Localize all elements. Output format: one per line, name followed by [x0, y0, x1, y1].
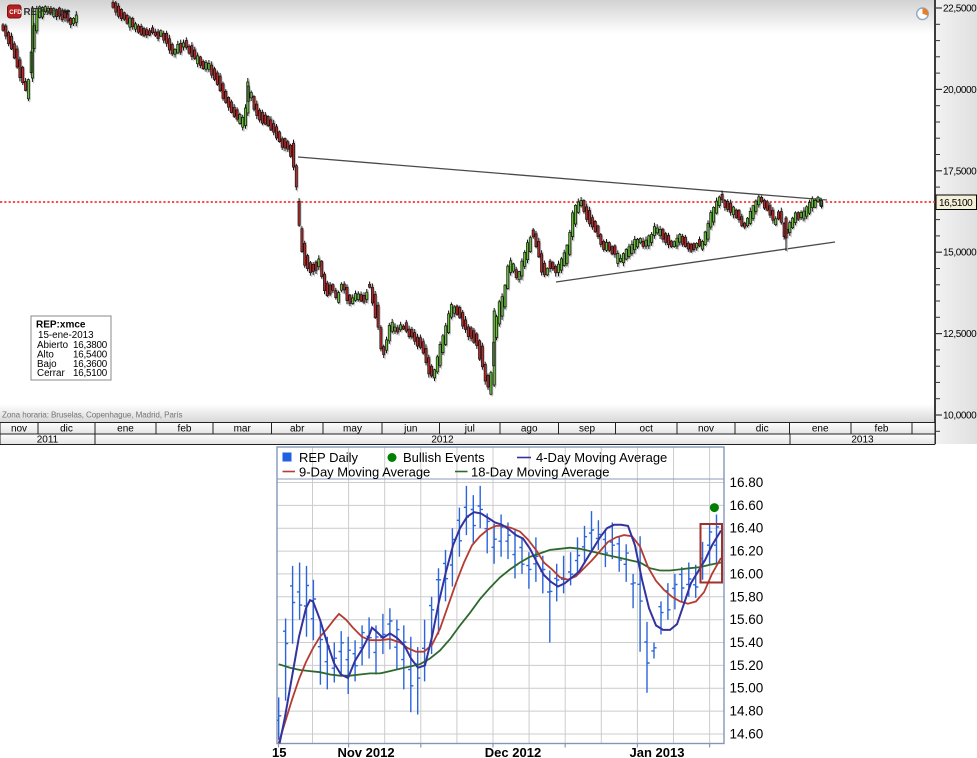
- svg-text:14.80: 14.80: [730, 704, 764, 719]
- svg-text:16,3800: 16,3800: [73, 340, 108, 351]
- svg-text:15.40: 15.40: [730, 635, 764, 650]
- svg-text:15.00: 15.00: [730, 681, 764, 696]
- svg-text:16.20: 16.20: [730, 544, 764, 559]
- svg-text:4-Day Moving Average: 4-Day Moving Average: [536, 450, 667, 465]
- svg-text:Zona horaria: Bruselas, Copenh: Zona horaria: Bruselas, Copenhague, Madr…: [2, 411, 183, 420]
- svg-text:Bullish Events: Bullish Events: [403, 450, 485, 465]
- svg-text:16,5100: 16,5100: [73, 368, 108, 379]
- svg-text:feb: feb: [875, 424, 889, 435]
- svg-text:12,5000: 12,5000: [943, 329, 977, 340]
- svg-text:mar: mar: [234, 424, 252, 435]
- svg-text:ene: ene: [117, 424, 134, 435]
- svg-text:abr: abr: [290, 424, 305, 435]
- svg-text:17,5000: 17,5000: [943, 166, 977, 177]
- svg-text:oct: oct: [640, 424, 654, 435]
- svg-text:15,0000: 15,0000: [943, 248, 977, 259]
- svg-text:2013: 2013: [851, 435, 874, 446]
- svg-text:ene: ene: [812, 424, 829, 435]
- svg-text:16.00: 16.00: [730, 566, 764, 581]
- svg-text:15.60: 15.60: [730, 612, 764, 627]
- svg-text:CFD: CFD: [9, 10, 22, 16]
- svg-text:16,5100: 16,5100: [939, 198, 973, 209]
- svg-text:18-Day Moving Average: 18-Day Moving Average: [471, 465, 610, 480]
- svg-text:Bajo: Bajo: [37, 359, 57, 370]
- svg-text:10,0000: 10,0000: [943, 411, 977, 422]
- svg-text:9-Day Moving Average: 9-Day Moving Average: [299, 465, 430, 480]
- svg-text:15: 15: [272, 745, 286, 758]
- svg-text:Cerrar: Cerrar: [37, 368, 65, 379]
- svg-text:REP:xmce: REP:xmce: [36, 320, 86, 331]
- svg-text:dic: dic: [756, 424, 769, 435]
- svg-text:nov: nov: [698, 424, 714, 435]
- svg-text:15.80: 15.80: [730, 589, 764, 604]
- svg-text:REP Daily: REP Daily: [299, 450, 359, 465]
- svg-text:22,5000: 22,5000: [943, 4, 977, 15]
- svg-text:Abierto: Abierto: [37, 340, 69, 351]
- svg-text:16.40: 16.40: [730, 521, 764, 536]
- svg-text:16,3600: 16,3600: [73, 359, 108, 370]
- svg-text:Nov 2012: Nov 2012: [337, 745, 394, 758]
- svg-text:16.60: 16.60: [730, 498, 764, 513]
- svg-text:15-ene-2013: 15-ene-2013: [38, 330, 94, 341]
- svg-text:feb: feb: [178, 424, 192, 435]
- svg-text:nov: nov: [11, 424, 27, 435]
- svg-text:dic: dic: [60, 424, 73, 435]
- svg-text:may: may: [343, 424, 362, 435]
- svg-text:2012: 2012: [431, 435, 454, 446]
- svg-text:16,5400: 16,5400: [73, 350, 108, 361]
- svg-text:Jan 2013: Jan 2013: [630, 745, 685, 758]
- svg-text:REP:xmce: REP:xmce: [24, 7, 72, 18]
- svg-text:Dec 2012: Dec 2012: [485, 745, 541, 758]
- svg-text:sep: sep: [579, 424, 596, 435]
- svg-text:2011: 2011: [37, 435, 59, 446]
- svg-text:jul: jul: [464, 424, 475, 435]
- svg-text:ago: ago: [521, 424, 538, 435]
- svg-text:15.20: 15.20: [730, 658, 764, 673]
- svg-text:16.80: 16.80: [730, 475, 764, 490]
- svg-text:20,0000: 20,0000: [943, 85, 977, 96]
- svg-text:14.60: 14.60: [730, 727, 764, 742]
- svg-text:Alto: Alto: [37, 350, 54, 361]
- svg-text:jun: jun: [403, 424, 417, 435]
